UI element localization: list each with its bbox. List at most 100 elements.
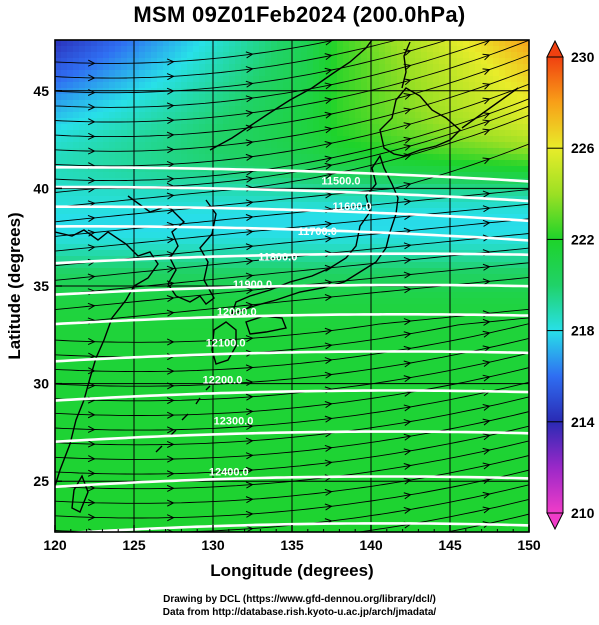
streamline-arrow — [482, 360, 491, 367]
streamline-arrow — [324, 162, 333, 170]
streamline-arrow — [324, 97, 333, 104]
streamline-arrow — [166, 499, 175, 507]
streamline-arrow — [166, 87, 175, 95]
streamline-arrow — [403, 506, 412, 514]
colorbar-tick-label: 214 — [571, 414, 595, 430]
streamline-arrow — [246, 541, 252, 547]
streamline-arrow — [403, 136, 412, 144]
streamline-arrow — [482, 128, 491, 136]
streamline — [55, 114, 529, 208]
streamline-arrow — [403, 122, 412, 130]
streamline-arrow — [324, 327, 333, 335]
colorbar-tick-label: 218 — [571, 323, 595, 339]
streamline-arrow — [482, 462, 491, 470]
streamline-arrow — [87, 381, 96, 389]
streamline-arrow — [324, 357, 333, 365]
streamline — [55, 396, 529, 446]
streamline-arrow — [87, 147, 96, 155]
streamline-arrow — [404, 537, 411, 543]
contour-label: 11600.0 — [332, 201, 371, 213]
colorbar-ticks: 210 214 218 222 226 230 — [547, 49, 595, 521]
coastline-honshu — [230, 154, 399, 316]
streamline-arrow — [166, 411, 175, 419]
streamline-arrow — [482, 374, 491, 382]
streamline-arrow — [245, 452, 254, 460]
streamline — [55, 40, 399, 79]
streamline-arrow — [87, 302, 96, 310]
streamline-arrow — [403, 153, 412, 160]
streamline-arrow — [87, 176, 96, 184]
streamline-arrow — [403, 492, 412, 500]
contour-label: 12300.0 — [214, 416, 254, 428]
streamline-arrow — [166, 160, 175, 168]
x-tick-label: 140 — [359, 537, 383, 553]
streamline-arrow — [403, 182, 412, 189]
streamline — [55, 337, 529, 387]
streamline-arrow — [403, 360, 412, 368]
streamline-arrow — [245, 272, 254, 280]
streamline-arrow — [166, 514, 175, 522]
streamline-arrow — [245, 80, 254, 88]
streamline-arrow — [403, 92, 412, 100]
streamline — [444, 513, 529, 532]
streamline-arrow — [87, 367, 96, 375]
credits: Drawing by DCL (https://www.gfd-dennou.o… — [0, 593, 599, 619]
streamline-arrow — [482, 345, 491, 353]
colorbar-gradient — [546, 56, 564, 514]
streamline — [55, 40, 492, 108]
credit-drawing: Drawing by DCL (https://www.gfd-dennou.o… — [163, 594, 436, 605]
streamline-arrow — [88, 558, 94, 564]
streamline-arrow — [324, 371, 333, 379]
streamline-arrow — [166, 265, 175, 273]
coastline-kurils — [461, 87, 519, 129]
streamline-arrow — [245, 243, 254, 251]
streamline — [55, 203, 529, 252]
streamline-arrow — [166, 251, 175, 259]
streamline-arrow — [403, 448, 412, 456]
streamline-arrow — [482, 263, 491, 271]
streamline-arrow — [324, 235, 333, 243]
streamline-arrow — [403, 63, 412, 71]
streamline — [55, 425, 529, 475]
streamline-arrow — [245, 335, 254, 343]
streamline-arrow — [166, 367, 175, 375]
streamline-arrow — [482, 68, 491, 75]
streamline-arrow — [324, 264, 333, 272]
contour-label: 12200.0 — [203, 375, 243, 387]
streamline — [55, 143, 529, 223]
streamline-arrow — [87, 455, 96, 463]
streamline-arrow — [87, 244, 96, 252]
streamline-arrow — [325, 533, 332, 539]
streamline-arrow — [324, 459, 333, 467]
streamline-arrow — [166, 470, 175, 478]
streamline-arrow — [166, 455, 175, 463]
streamline — [355, 498, 529, 532]
streamline-arrow — [166, 58, 175, 66]
streamline-arrow — [482, 403, 491, 411]
streamline-arrow — [87, 273, 96, 281]
contour-label: 12100.0 — [206, 338, 246, 350]
x-tick-label: 135 — [280, 537, 304, 553]
streamline-arrow — [245, 175, 254, 183]
streamline-arrow — [324, 415, 333, 423]
streamline-arrow — [403, 242, 412, 250]
streamline-arrow — [324, 53, 333, 61]
streamline-arrow — [482, 53, 491, 61]
streamline-arrow — [87, 440, 96, 448]
streamline-arrow — [482, 219, 491, 227]
streamline-arrow — [166, 295, 175, 302]
streamline-arrow — [403, 198, 412, 206]
streamline-arrow — [245, 51, 254, 59]
x-tick-label: 125 — [122, 537, 146, 553]
streamline-arrow — [87, 103, 96, 111]
streamline-arrow — [483, 10, 490, 16]
streamline-arrow — [166, 338, 175, 346]
height-contour — [55, 475, 529, 489]
colorbar-tick-label: 210 — [571, 505, 595, 521]
streamline-arrow — [166, 192, 175, 200]
contour-label: 11800.0 — [258, 252, 297, 264]
streamline-arrow — [482, 205, 491, 213]
streamline — [55, 69, 529, 152]
streamline-arrow — [324, 126, 333, 134]
